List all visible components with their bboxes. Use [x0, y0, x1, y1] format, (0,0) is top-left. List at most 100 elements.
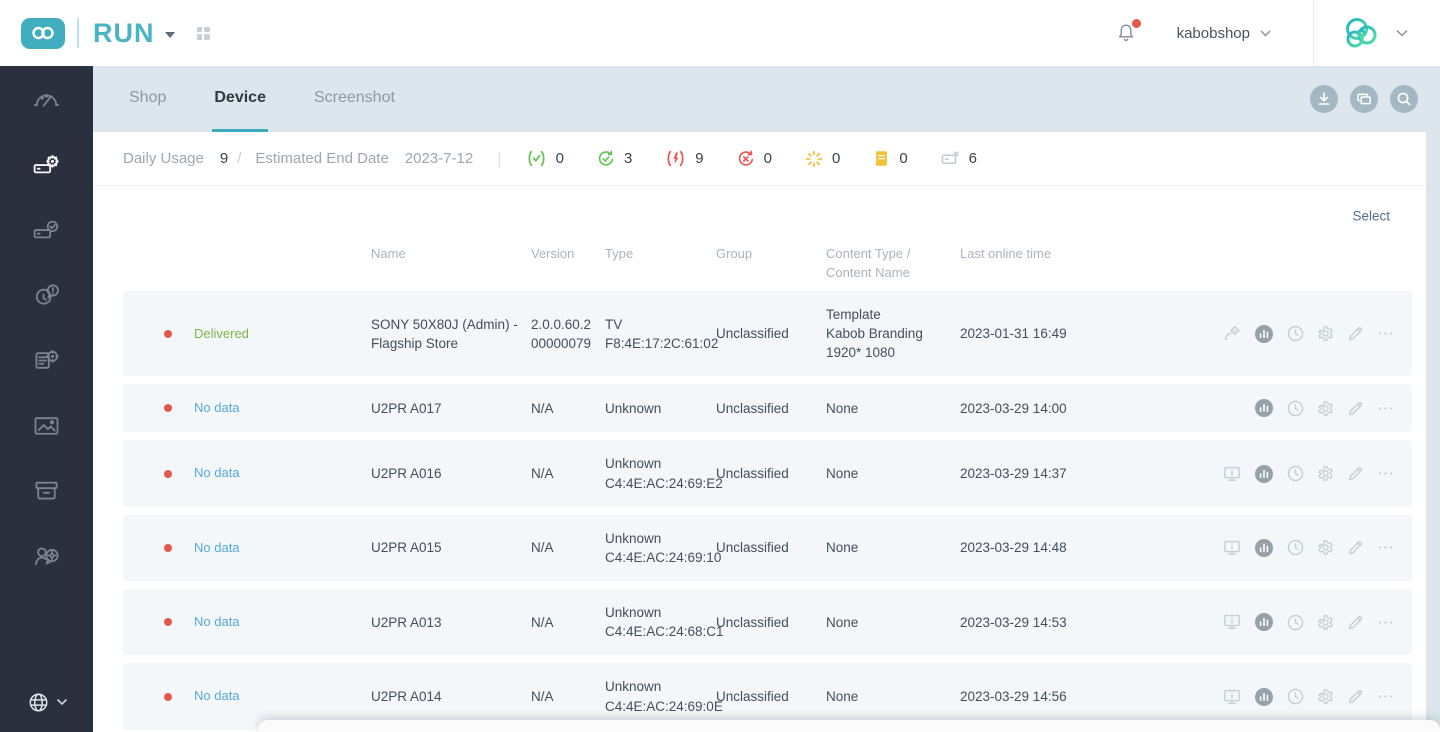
stat-counter-value: 0 — [899, 150, 908, 167]
more-icon[interactable] — [1377, 539, 1394, 556]
table-row[interactable]: No data U2PR A015 N/A Unknown C4:4E:AC:24… — [123, 514, 1412, 582]
column-header: Version — [531, 246, 575, 261]
gear-icon[interactable] — [1317, 614, 1334, 631]
app-logo[interactable] — [21, 17, 65, 49]
sidebar-item-alerts[interactable] — [0, 263, 93, 328]
sidebar-item-user-settings[interactable] — [0, 523, 93, 588]
more-icon[interactable] — [1377, 465, 1394, 482]
type-cell: Unknown C4:4E:AC:24:69:0E — [605, 679, 723, 714]
version-cell: N/A — [531, 400, 554, 416]
sidebar-item-devices[interactable] — [0, 133, 93, 198]
pencil-icon[interactable] — [1347, 465, 1364, 482]
column-header: Name — [371, 246, 406, 261]
monitor-icon[interactable] — [1223, 539, 1241, 557]
clock-icon[interactable] — [1287, 400, 1304, 417]
tab-label: Shop — [129, 88, 167, 106]
brand-cloud-icon[interactable] — [1340, 12, 1382, 54]
sidebar-item-media[interactable] — [0, 393, 93, 458]
pencil-icon[interactable] — [1347, 614, 1364, 631]
stat-counter-value: 9 — [695, 150, 704, 167]
pencil-icon[interactable] — [1347, 539, 1364, 556]
tab-device[interactable]: Device — [212, 66, 268, 132]
device-name-cell: U2PR A015 — [371, 540, 442, 556]
apps-grid-icon[interactable] — [196, 26, 210, 40]
gear-icon[interactable] — [1317, 400, 1334, 417]
type-cell: Unknown C4:4E:AC:24:68:C1 — [605, 605, 724, 640]
gear-icon[interactable] — [1317, 688, 1334, 705]
content-cell: None — [826, 400, 859, 416]
select-button[interactable]: Select — [1352, 208, 1390, 223]
pencil-icon[interactable] — [1347, 688, 1364, 705]
table-row[interactable]: Delivered SONY 50X80J (Admin) - Flagship… — [123, 291, 1412, 377]
device-name-cell: U2PR A016 — [371, 466, 442, 482]
clock-icon[interactable] — [1287, 465, 1304, 482]
table-row[interactable]: No data U2PR A017 N/A Unknown Unclassifi… — [123, 384, 1412, 433]
version-cell: N/A — [531, 540, 554, 556]
profile-chevron-down-icon[interactable] — [1396, 29, 1408, 37]
clock-icon[interactable] — [1287, 614, 1304, 631]
type-cell: Unknown C4:4E:AC:24:69:E2 — [605, 456, 723, 491]
stats-icon[interactable] — [1254, 464, 1274, 484]
status-label[interactable]: No data — [194, 400, 240, 416]
gear-icon[interactable] — [1317, 325, 1334, 342]
clock-icon[interactable] — [1287, 539, 1304, 556]
connect-gear-icon[interactable] — [1223, 325, 1241, 343]
stat-counter-value: 0 — [763, 150, 772, 167]
stats-icon[interactable] — [1254, 538, 1274, 558]
stat-counter-sync-x: 0 — [737, 150, 772, 168]
more-icon[interactable] — [1377, 614, 1394, 631]
sidebar-nav — [0, 66, 93, 732]
notification-bell-button[interactable] — [1115, 19, 1141, 44]
tab-shop[interactable]: Shop — [127, 66, 168, 132]
last-online-cell: 2023-03-29 14:48 — [960, 540, 1067, 556]
search-icon — [1394, 89, 1414, 109]
pencil-icon[interactable] — [1347, 400, 1364, 417]
table-row[interactable]: No data U2PR A013 N/A Unknown C4:4E:AC:24… — [123, 589, 1412, 656]
account-menu[interactable]: kabobshop — [1177, 25, 1271, 42]
sidebar-item-dashboard[interactable] — [0, 68, 93, 133]
sidebar-item-archive[interactable] — [0, 458, 93, 523]
bottom-sheet-edge[interactable] — [258, 720, 1440, 732]
sidebar-item-logs[interactable] — [0, 328, 93, 393]
status-label[interactable]: No data — [194, 688, 240, 704]
stats-icon[interactable] — [1254, 687, 1274, 707]
row-actions — [1197, 612, 1412, 632]
content-cell: None — [826, 614, 859, 630]
last-online-cell: 2023-03-29 14:56 — [960, 688, 1067, 704]
monitor-icon[interactable] — [1223, 465, 1241, 483]
status-label[interactable]: No data — [194, 614, 240, 630]
more-icon[interactable] — [1377, 688, 1394, 705]
cards-button[interactable] — [1350, 85, 1378, 113]
pencil-icon[interactable] — [1347, 325, 1364, 342]
app-switch-caret-icon[interactable] — [164, 32, 175, 38]
download-button[interactable] — [1310, 85, 1338, 113]
monitor-icon[interactable] — [1223, 613, 1241, 631]
stat-counter-sync-check: 3 — [597, 150, 632, 168]
group-cell: Unclassified — [716, 466, 789, 482]
table-row[interactable]: No data U2PR A016 N/A Unknown C4:4E:AC:24… — [123, 440, 1412, 507]
spinner-icon — [805, 150, 823, 168]
language-switcher[interactable] — [0, 691, 93, 714]
stats-icon[interactable] — [1254, 612, 1274, 632]
status-cell: No data — [123, 464, 371, 482]
search-button[interactable] — [1390, 85, 1418, 113]
status-label[interactable]: No data — [194, 539, 240, 555]
status-label[interactable]: No data — [194, 465, 240, 481]
gear-icon[interactable] — [1317, 539, 1334, 556]
stats-icon[interactable] — [1254, 324, 1274, 344]
monitor-icon[interactable] — [1223, 688, 1241, 706]
clock-icon[interactable] — [1287, 688, 1304, 705]
more-icon[interactable] — [1377, 400, 1394, 417]
app-title: RUN — [93, 17, 155, 48]
sidebar-item-device-status[interactable] — [0, 198, 93, 263]
gear-icon[interactable] — [1317, 465, 1334, 482]
version-cell: N/A — [531, 688, 554, 704]
clock-icon[interactable] — [1287, 325, 1304, 342]
more-icon[interactable] — [1377, 325, 1394, 342]
stat-counter-value: 0 — [555, 150, 564, 167]
stats-icon[interactable] — [1254, 398, 1274, 418]
document-gear-icon — [30, 344, 63, 377]
row-actions — [1197, 687, 1412, 707]
tab-screenshot[interactable]: Screenshot — [312, 66, 397, 132]
table-row[interactable]: No data U2PR A014 N/A Unknown C4:4E:AC:24… — [123, 663, 1412, 730]
